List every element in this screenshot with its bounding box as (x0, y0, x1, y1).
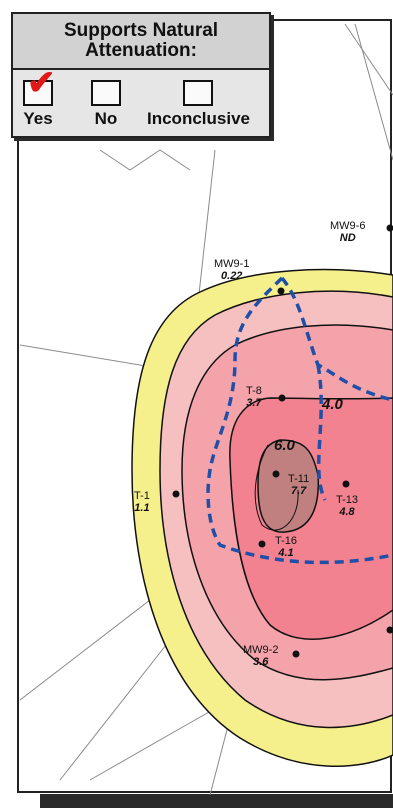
well-value: 7.7 (290, 485, 307, 497)
well-label: T-16 4.1 (275, 535, 297, 559)
well-value: 0.22 (221, 270, 243, 282)
well-id: MW9-1 (214, 258, 250, 270)
option-yes-label: Yes (23, 109, 53, 128)
checkbox-inconclusive[interactable] (183, 80, 214, 106)
well-dot-T-8 (278, 394, 286, 402)
option-yes[interactable]: ✔ Yes (23, 66, 56, 129)
option-no[interactable]: No (91, 80, 121, 129)
attenuation-boundary-inner (316, 364, 327, 501)
well-value: 3.7 (246, 397, 262, 409)
well-value: 4.8 (339, 506, 355, 518)
well-value: 4.1 (278, 547, 294, 559)
well-id: MW9-2 (243, 644, 279, 656)
well-id: T-1 (134, 490, 150, 502)
well-value: ND (339, 232, 356, 244)
well-label: MW9-6 ND (330, 220, 365, 244)
well-dot-MW9-6 (386, 224, 393, 232)
well-id: MW9-6 (330, 220, 366, 232)
contour-label-4: 4.0 (322, 396, 343, 413)
well-label: T-8 3.7 (246, 385, 262, 409)
well-label: MW9-2 3.6 (243, 644, 278, 668)
well-dot-MW9-1 (277, 287, 285, 295)
well-label: T-13 4.8 (336, 494, 358, 518)
well-points (172, 224, 393, 658)
well-id: T-8 (246, 385, 262, 397)
option-inconclusive-label: Inconclusive (147, 109, 250, 128)
well-value: 1.1 (134, 502, 150, 514)
well-dot-T-16 (258, 540, 266, 548)
well-dot-T-11 (272, 470, 280, 478)
well-label: MW9-1 0.22 (214, 258, 249, 282)
well-id: T-13 (336, 494, 359, 506)
well-dot-edge (386, 626, 393, 634)
contour-label-6: 6.0 (274, 437, 295, 454)
contour-6 (257, 439, 320, 533)
contour-6-inner (254, 444, 299, 531)
legend-title: Supports Natural Attenuation: (13, 14, 269, 70)
well-value: 3.6 (253, 656, 269, 668)
attenuation-legend: Supports Natural Attenuation: ✔ Yes No I… (11, 12, 271, 138)
checkmark-icon: ✔ (27, 64, 56, 102)
well-dot-T-13 (342, 480, 350, 488)
well-label: T-11 7.7 (288, 473, 309, 497)
option-inconclusive[interactable]: Inconclusive (147, 80, 250, 129)
well-id: T-16 (275, 535, 298, 547)
checkbox-yes[interactable]: ✔ (23, 66, 56, 106)
well-id: T-11 (288, 473, 310, 485)
option-no-label: No (94, 109, 118, 128)
well-dot-T-1 (172, 490, 180, 498)
bottom-shadow (40, 794, 393, 808)
well-label: T-1 1.1 (134, 490, 150, 514)
well-dot-MW9-2 (292, 650, 300, 658)
checkbox-no[interactable] (91, 80, 121, 106)
